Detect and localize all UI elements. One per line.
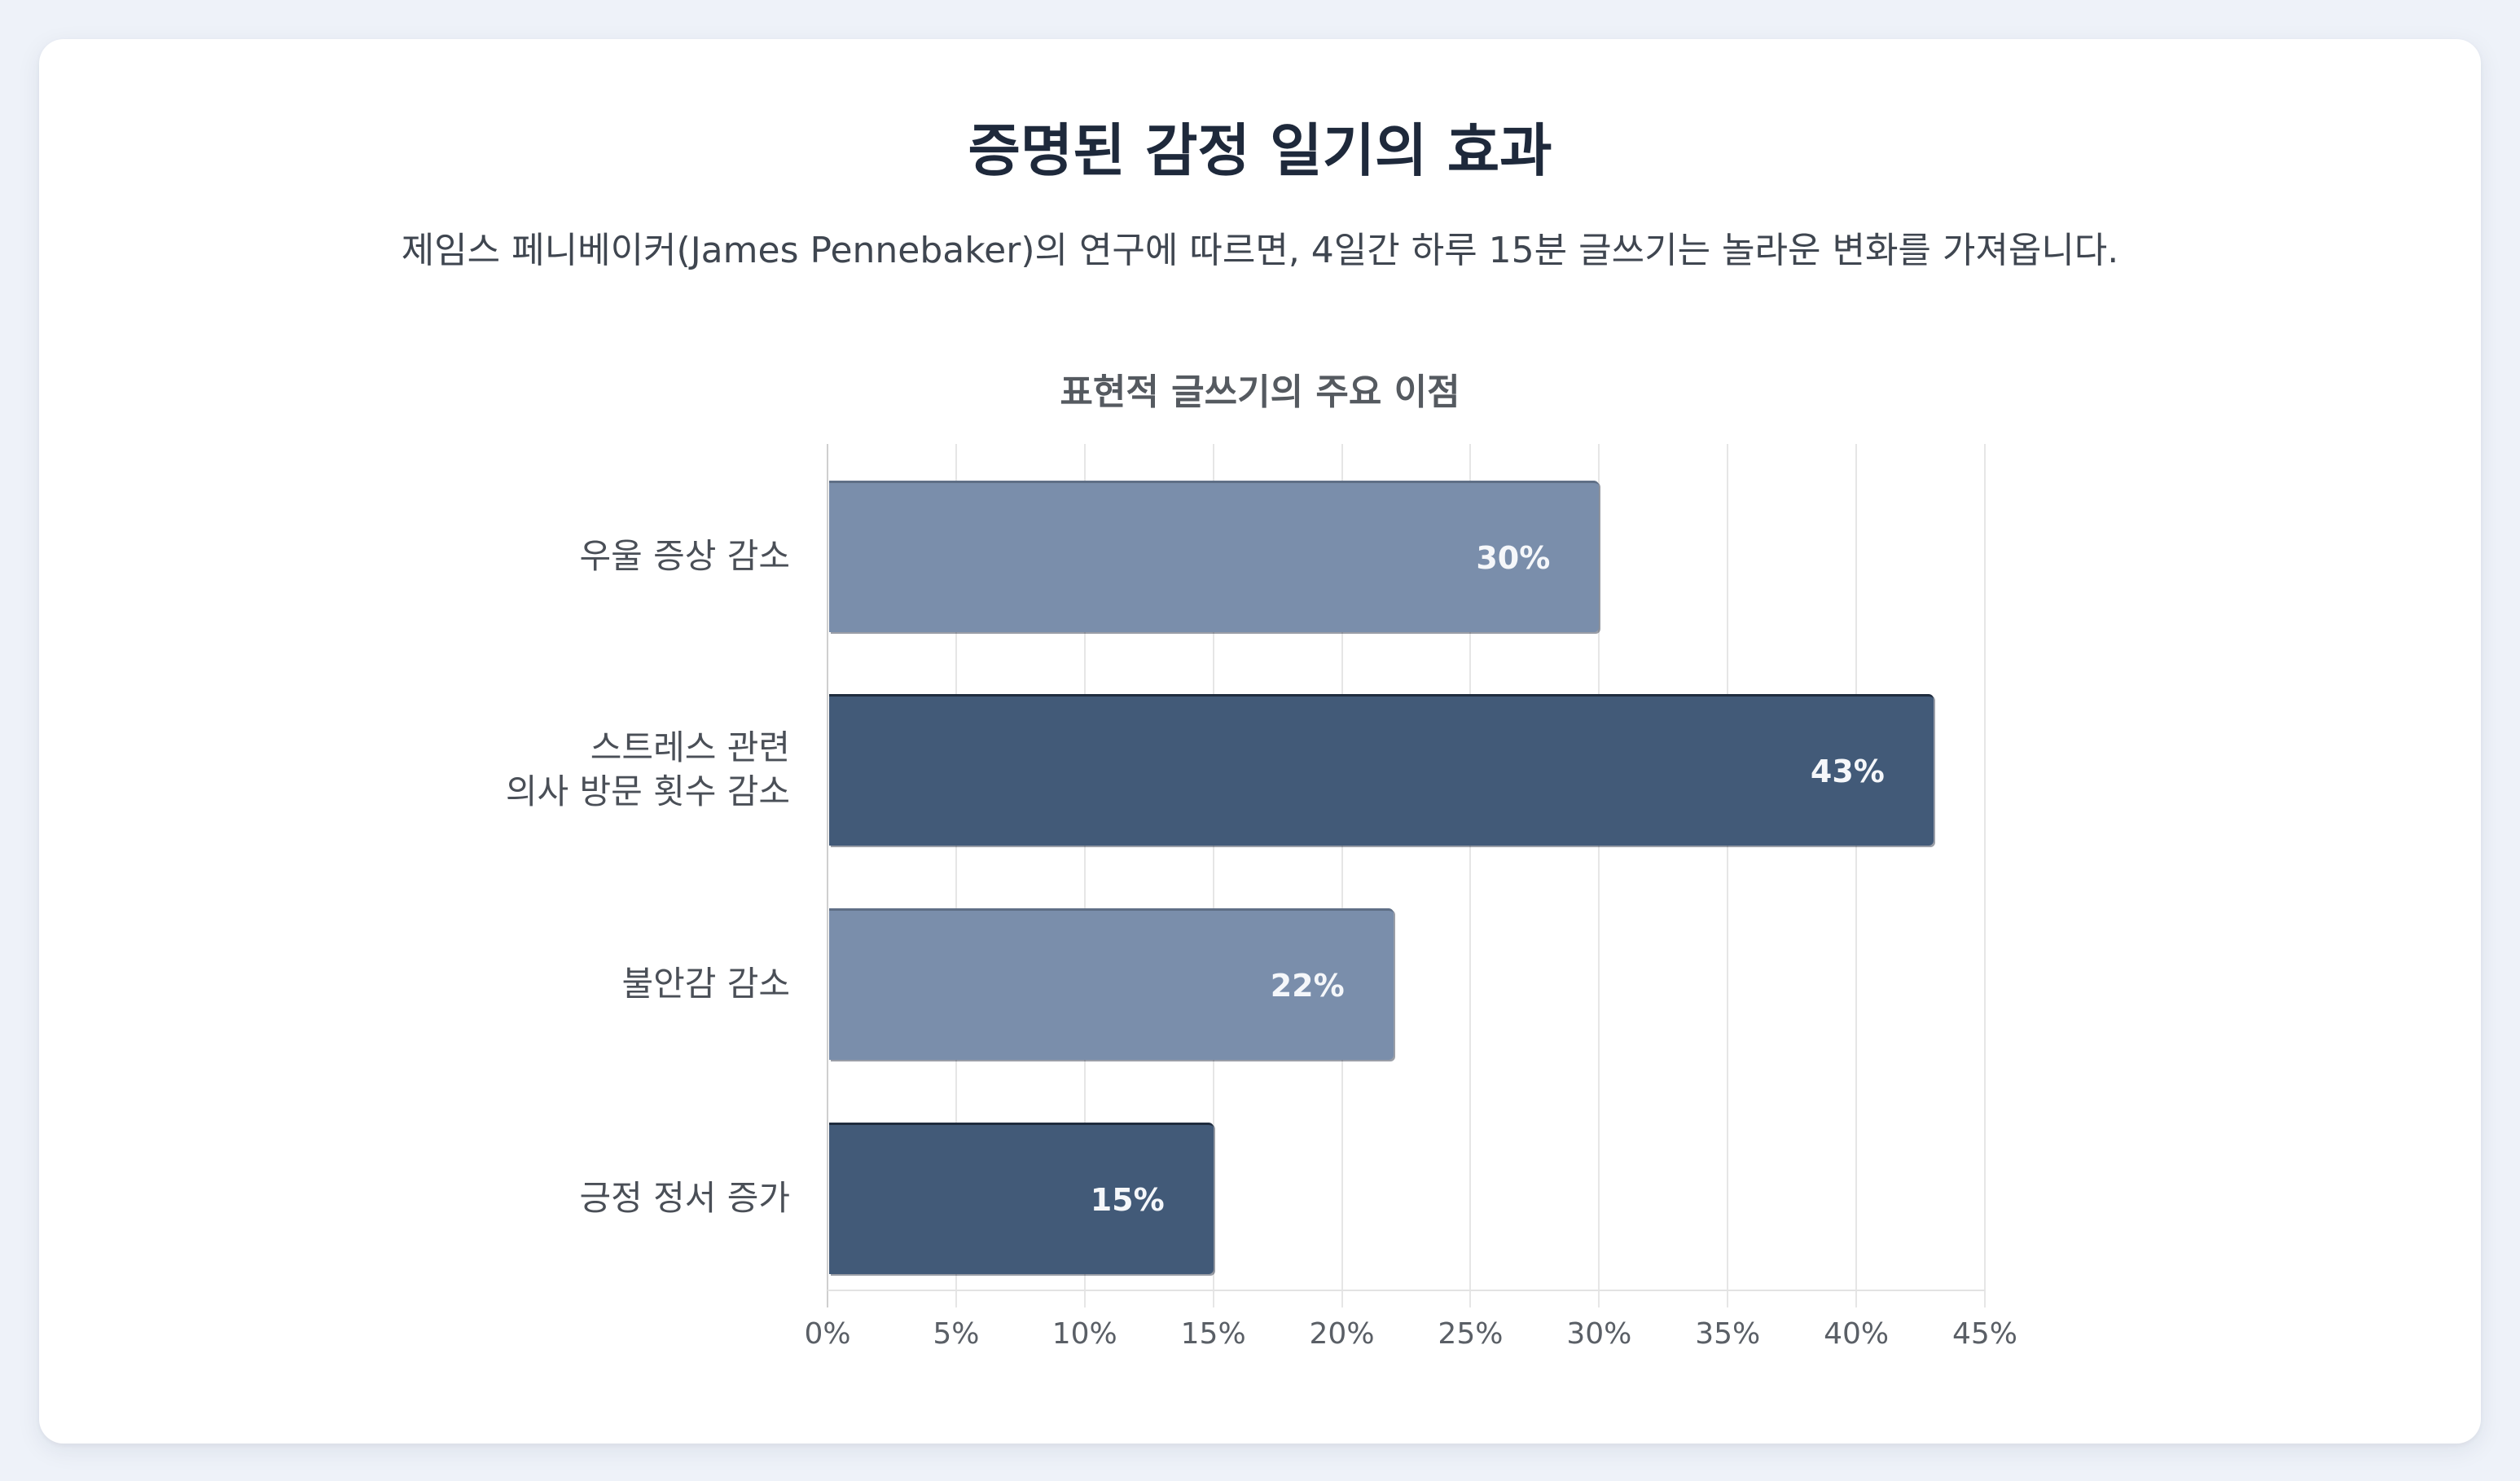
x-tick-label: 30%: [1566, 1317, 1632, 1351]
gridline: [955, 444, 957, 1307]
x-tick-label: 0%: [804, 1317, 851, 1351]
gridline: [1341, 444, 1343, 1307]
page-title: 증명된 감정 일기의 효과: [968, 117, 1552, 184]
plot-area: 30% 43% 22% 15%: [827, 444, 1986, 1307]
gridline: [1083, 444, 1086, 1307]
category-label-line: 스트레스 관련: [590, 727, 790, 767]
gridline: [827, 444, 828, 1307]
bar[interactable]: 15%: [829, 1123, 1214, 1274]
bar-value-label: 30%: [1476, 539, 1551, 576]
gridline: [1984, 444, 1986, 1307]
gridline: [1727, 444, 1729, 1307]
page-subtitle: 제임스 페니베이커(James Pennebaker)의 연구에 따르면, 4일…: [401, 230, 2119, 271]
category-label: 스트레스 관련 의사 방문 횟수 감소: [506, 726, 790, 814]
gridline: [1469, 444, 1472, 1307]
bar[interactable]: 43%: [829, 694, 1934, 846]
gridline: [1212, 444, 1214, 1307]
x-tick-label: 10%: [1051, 1317, 1117, 1351]
gridline: [1598, 444, 1600, 1307]
bar-value-label: 15%: [1090, 1181, 1165, 1218]
x-axis-line: [828, 1290, 1985, 1291]
x-tick-label: 25%: [1438, 1317, 1504, 1351]
category-label-line: 불안감 감소: [621, 964, 790, 1004]
category-label-line: 긍정 정서 증가: [579, 1178, 790, 1218]
x-tick-label: 40%: [1824, 1317, 1890, 1351]
bar-value-label: 43%: [1810, 753, 1885, 789]
category-label: 긍정 정서 증가: [579, 1176, 790, 1220]
bar[interactable]: 22%: [829, 908, 1394, 1060]
x-tick-label: 45%: [1951, 1317, 2017, 1351]
chart-title: 표현적 글쓰기의 주요 이점: [1060, 371, 1460, 413]
x-tick-label: 5%: [933, 1317, 980, 1351]
category-label-line: 우울 증상 감소: [579, 536, 790, 576]
gridline: [1855, 444, 1858, 1307]
category-label: 불안감 감소: [621, 962, 790, 1006]
x-tick-label: 20%: [1309, 1317, 1375, 1351]
bar-value-label: 22%: [1270, 967, 1345, 1004]
bar[interactable]: 30%: [829, 481, 1600, 632]
category-label-line: 의사 방문 횟수 감소: [505, 771, 790, 811]
x-tick-label: 15%: [1180, 1317, 1246, 1351]
category-label: 우울 증상 감소: [579, 534, 790, 578]
x-tick-label: 35%: [1695, 1317, 1761, 1351]
